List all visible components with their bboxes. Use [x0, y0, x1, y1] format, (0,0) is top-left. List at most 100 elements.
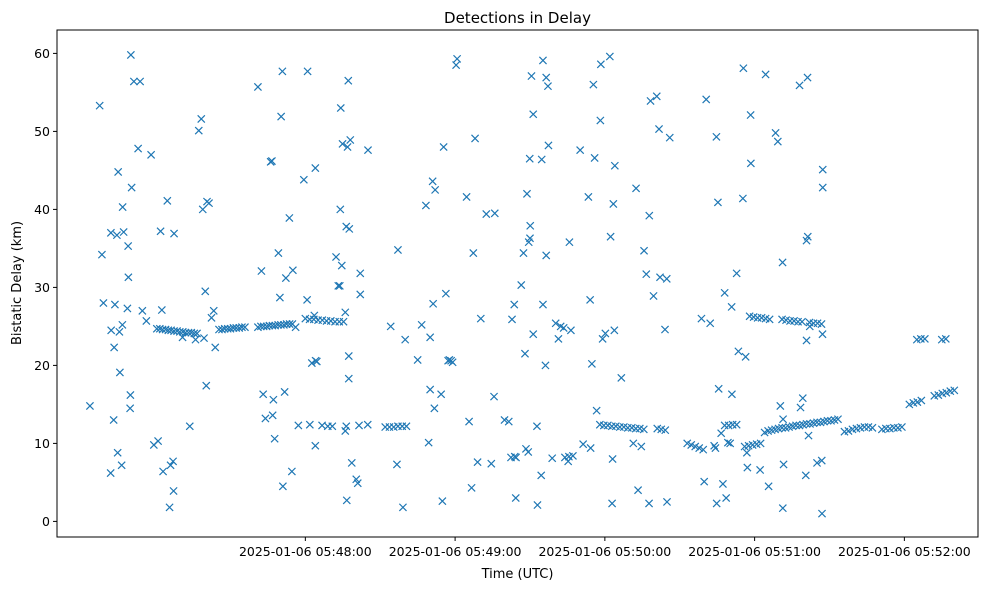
data-point	[510, 300, 519, 309]
data-point	[280, 387, 289, 396]
x-axis-label: Time (UTC)	[481, 567, 554, 582]
data-point	[126, 391, 135, 400]
data-point	[718, 479, 727, 488]
data-point	[490, 392, 499, 401]
data-point	[181, 328, 190, 337]
data-point	[524, 447, 533, 457]
data-point	[606, 232, 615, 241]
data-point	[551, 319, 560, 328]
data-point	[138, 306, 147, 315]
data-point	[431, 185, 440, 194]
data-point	[393, 245, 402, 254]
data-point	[665, 133, 674, 142]
data-point	[476, 314, 485, 323]
data-point	[178, 333, 187, 342]
data-point	[817, 509, 827, 518]
data-point	[533, 500, 542, 510]
data-point	[115, 327, 124, 336]
data-point	[720, 288, 729, 297]
data-point	[197, 114, 206, 123]
x-tick-label: 2025-01-06 05:50:00	[538, 544, 671, 559]
data-point	[804, 431, 813, 440]
data-point	[652, 92, 661, 101]
data-points	[85, 50, 959, 518]
data-point	[645, 211, 654, 220]
data-point	[529, 330, 538, 339]
data-point	[430, 404, 439, 413]
data-point	[192, 329, 202, 338]
data-point	[417, 320, 426, 329]
data-point	[291, 323, 300, 332]
data-point	[159, 467, 168, 476]
data-point	[471, 134, 480, 143]
data-point	[526, 221, 535, 230]
data-point	[99, 298, 108, 308]
x-tick-label: 2025-01-06 05:49:00	[389, 544, 522, 559]
data-point	[118, 320, 127, 329]
data-point	[487, 459, 496, 468]
data-point	[343, 142, 352, 152]
data-point	[661, 426, 670, 435]
data-point	[655, 273, 665, 282]
data-point	[564, 457, 573, 466]
y-tick-label: 0	[42, 514, 50, 529]
data-point	[920, 334, 929, 343]
y-tick-label: 20	[34, 358, 50, 373]
data-point	[202, 381, 211, 390]
data-point	[537, 155, 546, 164]
data-point	[802, 419, 811, 428]
data-point	[649, 291, 658, 301]
data-point	[453, 54, 462, 63]
data-point	[765, 315, 774, 324]
data-point	[738, 194, 747, 203]
data-point	[706, 319, 715, 328]
data-point	[517, 281, 526, 290]
data-point	[452, 61, 461, 70]
data-point	[543, 82, 552, 91]
data-point	[519, 249, 528, 258]
data-point	[185, 422, 194, 431]
data-point	[124, 242, 133, 251]
data-point	[482, 210, 491, 219]
data-point	[812, 418, 822, 427]
data-point	[467, 483, 476, 492]
data-point	[342, 496, 351, 505]
data-point	[354, 421, 364, 430]
data-point	[734, 347, 743, 356]
data-point	[199, 334, 209, 343]
data-point	[554, 334, 563, 343]
data-point	[711, 444, 720, 453]
data-point	[169, 457, 178, 466]
data-point	[723, 438, 732, 447]
data-point	[660, 325, 670, 334]
data-point	[950, 386, 959, 395]
data-point	[817, 320, 826, 329]
data-point	[363, 146, 373, 155]
data-point	[776, 401, 785, 410]
data-point	[97, 250, 106, 259]
data-point	[426, 333, 435, 342]
data-point	[341, 426, 350, 435]
data-point	[156, 227, 165, 236]
data-point	[392, 460, 401, 469]
data-point	[166, 461, 175, 470]
data-point	[344, 374, 353, 383]
data-point	[525, 234, 535, 243]
data-point	[270, 434, 279, 443]
data-point	[204, 199, 214, 208]
data-point	[596, 116, 605, 125]
data-point	[632, 184, 641, 193]
data-point	[732, 420, 741, 429]
data-point	[285, 213, 294, 223]
data-point	[507, 315, 517, 324]
data-point	[424, 438, 433, 447]
data-point	[165, 503, 174, 512]
data-point	[402, 422, 411, 431]
data-point	[240, 323, 249, 332]
data-point	[529, 110, 538, 119]
data-point	[473, 458, 482, 467]
data-point	[522, 189, 532, 198]
data-point	[542, 251, 551, 260]
data-point	[261, 414, 270, 423]
y-axis-label: Bistatic Delay (km)	[10, 221, 25, 345]
